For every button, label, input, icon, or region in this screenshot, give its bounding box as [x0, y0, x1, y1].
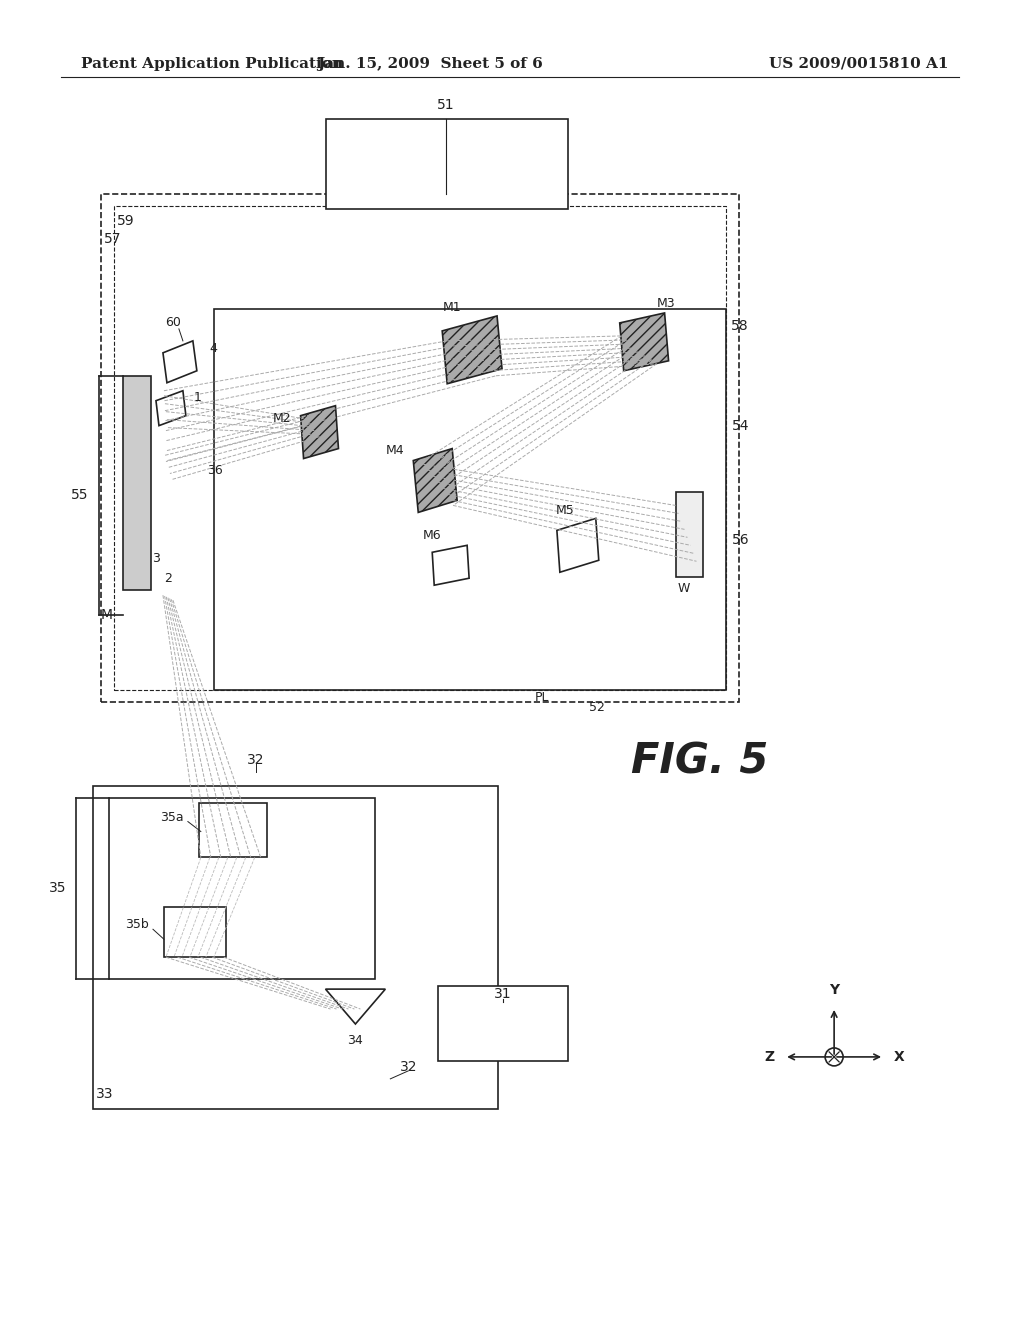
Text: 3: 3	[152, 552, 160, 565]
Text: PL: PL	[535, 692, 549, 705]
Polygon shape	[432, 545, 469, 585]
Text: W: W	[677, 582, 690, 595]
Text: 57: 57	[104, 232, 122, 246]
Text: 32: 32	[399, 1060, 417, 1074]
Text: M4: M4	[386, 444, 404, 457]
Polygon shape	[156, 391, 186, 425]
Polygon shape	[163, 341, 197, 383]
Text: 1: 1	[194, 391, 202, 404]
Bar	[114, 206, 726, 690]
Bar	[93, 785, 498, 1109]
Text: Jan. 15, 2009  Sheet 5 of 6: Jan. 15, 2009 Sheet 5 of 6	[317, 57, 543, 71]
Text: FIG. 5: FIG. 5	[631, 741, 768, 783]
Text: 55: 55	[71, 488, 88, 503]
Text: 32: 32	[247, 752, 264, 767]
Bar	[101, 194, 739, 702]
Text: 51: 51	[437, 98, 455, 111]
Bar	[326, 120, 568, 210]
Polygon shape	[326, 989, 385, 1024]
Text: 36: 36	[207, 465, 222, 477]
Text: 54: 54	[732, 418, 750, 433]
Text: 4: 4	[209, 342, 217, 355]
Bar	[164, 907, 225, 957]
Polygon shape	[442, 315, 502, 384]
Bar	[676, 492, 703, 577]
Text: M1: M1	[442, 301, 462, 314]
Text: X: X	[894, 1049, 905, 1064]
Text: Z: Z	[764, 1049, 774, 1064]
Bar	[438, 986, 568, 1061]
Text: US 2009/0015810 A1: US 2009/0015810 A1	[769, 57, 949, 71]
Text: 35a: 35a	[161, 810, 184, 824]
Text: 35: 35	[49, 882, 67, 895]
Text: 2: 2	[164, 572, 172, 585]
Text: 35b: 35b	[125, 917, 148, 931]
Polygon shape	[557, 519, 599, 573]
Text: M: M	[101, 609, 113, 622]
Bar	[123, 376, 151, 590]
Text: M6: M6	[423, 529, 441, 541]
Bar	[199, 803, 266, 858]
Text: Y: Y	[829, 983, 840, 997]
Text: 34: 34	[347, 1035, 364, 1048]
Text: Patent Application Publication: Patent Application Publication	[81, 57, 343, 71]
Text: 31: 31	[495, 987, 512, 1001]
Text: 56: 56	[732, 533, 750, 548]
Text: M3: M3	[656, 297, 675, 310]
Bar	[110, 797, 376, 979]
Text: M2: M2	[273, 412, 292, 425]
Text: 52: 52	[589, 701, 605, 714]
Bar	[214, 309, 726, 690]
Text: 58: 58	[731, 319, 749, 333]
Text: 60: 60	[165, 317, 181, 330]
Polygon shape	[414, 449, 457, 512]
Text: 33: 33	[96, 1086, 114, 1101]
Polygon shape	[301, 405, 339, 458]
Polygon shape	[620, 313, 669, 371]
Text: M5: M5	[555, 504, 574, 517]
Text: 59: 59	[117, 214, 135, 228]
